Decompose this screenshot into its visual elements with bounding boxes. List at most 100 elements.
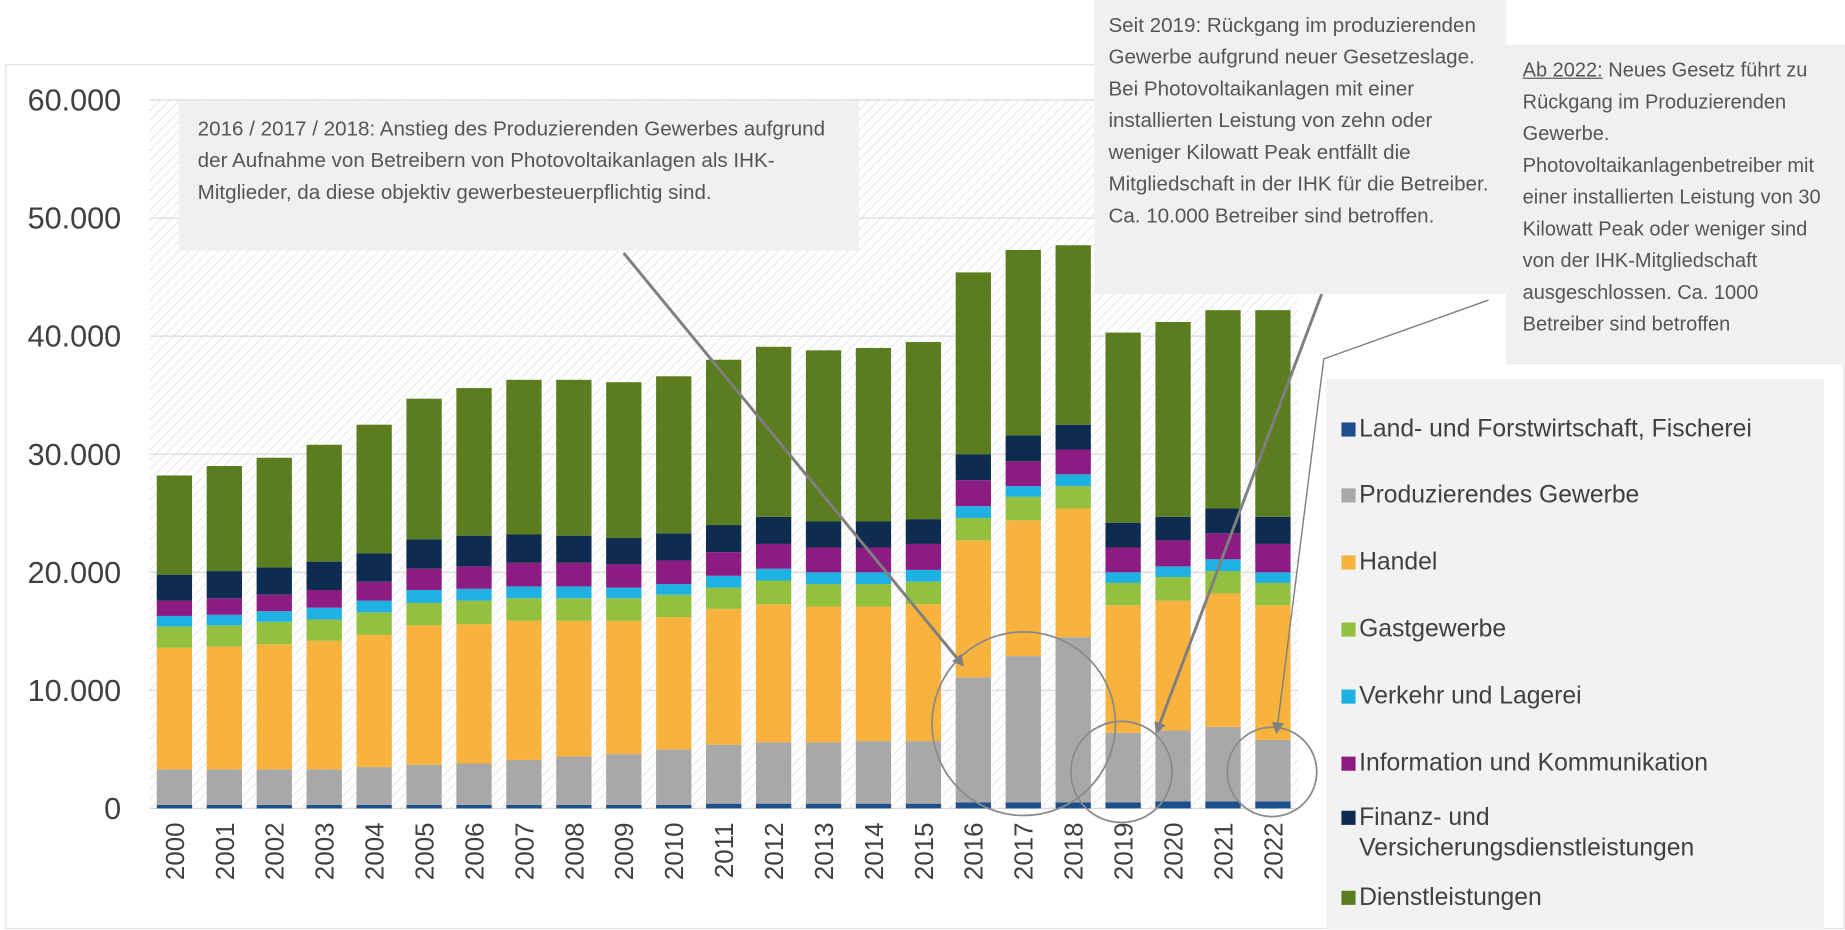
bar-segment <box>406 539 442 569</box>
bar-segment <box>556 756 592 805</box>
bar-segment <box>306 619 342 641</box>
bar-segment <box>306 589 342 608</box>
bar-segment <box>456 388 492 536</box>
bar-segment <box>1255 572 1291 583</box>
bar-segment <box>306 640 342 770</box>
bar-segment <box>755 803 792 809</box>
x-tick-label: 2012 <box>761 823 789 881</box>
bar-segment <box>506 598 542 621</box>
x-tick-label: 2011 <box>711 823 739 879</box>
bar-segment <box>1255 543 1291 573</box>
bar-segment <box>1205 726 1241 802</box>
bar-segment <box>805 521 842 548</box>
bar-segment <box>1105 582 1141 606</box>
bar-segment <box>356 634 392 768</box>
bar-segment <box>406 764 442 805</box>
x-tick-label: 2022 <box>1260 823 1288 881</box>
bar-segment <box>506 562 542 587</box>
y-tick-label: 10.000 <box>28 674 122 708</box>
x-tick-label: 2002 <box>262 823 290 881</box>
bar-segment <box>955 272 991 455</box>
bar-segment <box>1105 522 1141 548</box>
bar-segment <box>755 580 792 605</box>
bar-segment <box>805 584 842 607</box>
annotation: Ab 2022: Neues Gesetz führt zu Rückgang … <box>1506 44 1845 365</box>
bar-segment <box>1055 245 1091 425</box>
bar-segment <box>706 552 742 576</box>
bar-segment <box>1105 572 1141 583</box>
legend-item: Land- und Forstwirtschaft, Fischerei <box>1341 414 1806 445</box>
bar-segment <box>406 602 442 626</box>
bar-segment <box>206 769 242 805</box>
bar-segment <box>506 379 542 535</box>
x-tick-label: 2009 <box>611 823 639 881</box>
bar-segment <box>256 457 292 568</box>
bar-segment <box>156 769 193 805</box>
legend-swatch <box>1341 555 1356 570</box>
x-tick-label: 2000 <box>162 823 190 881</box>
x-tick-label: 2003 <box>312 823 340 881</box>
bar-segment <box>706 587 742 609</box>
bar-segment <box>1055 802 1091 809</box>
bar-segment <box>256 594 292 612</box>
x-tick-label: 2001 <box>212 823 240 881</box>
bar-segment <box>256 769 292 805</box>
x-tick-label: 2006 <box>461 823 489 881</box>
legend-swatch <box>1341 622 1356 637</box>
bar-segment <box>905 604 942 742</box>
bar-segment <box>456 763 492 805</box>
bar-segment <box>606 587 642 599</box>
bar-segment <box>256 567 292 595</box>
bar-segment <box>356 424 392 554</box>
bar-segment <box>656 594 692 618</box>
bar-segment <box>356 767 392 805</box>
bar-segment <box>406 589 442 603</box>
y-tick-label: 30.000 <box>28 438 122 472</box>
bar-segment <box>1255 605 1291 740</box>
bar-segment <box>706 525 742 553</box>
circle <box>1226 726 1318 818</box>
legend-swatch <box>1341 890 1356 905</box>
bar-segment <box>1105 802 1141 809</box>
legend-swatch <box>1341 810 1356 825</box>
legend-label: Land- und Forstwirtschaft, Fischerei <box>1359 415 1752 443</box>
bar-segment <box>1055 508 1091 638</box>
bar-segment <box>1155 566 1191 577</box>
bar-segment <box>905 581 942 605</box>
x-tick-label: 2021 <box>1210 823 1238 881</box>
bar-segment <box>855 741 892 804</box>
bar-segment <box>606 598 642 621</box>
bar-segment <box>556 598 592 621</box>
bar-segment <box>356 600 392 613</box>
bar-segment <box>306 607 342 620</box>
bar-segment <box>456 624 492 764</box>
bar-segment <box>805 742 842 804</box>
legend: Land- und Forstwirtschaft, Fischerei Prod… <box>1326 378 1824 930</box>
bar-segment <box>1155 516 1191 541</box>
bar-segment <box>1005 435 1041 462</box>
bar-segment <box>755 568 792 581</box>
legend-swatch <box>1341 689 1356 704</box>
bar-segment <box>755 742 792 804</box>
x-tick-label: 2017 <box>1011 823 1039 881</box>
bar-segment <box>556 379 592 536</box>
legend-swatch <box>1341 488 1356 503</box>
bar-segment <box>656 749 692 805</box>
bar-segment <box>1005 656 1041 803</box>
bar-segment <box>556 535 592 563</box>
bar-segment <box>606 754 642 805</box>
x-tick-label: 2018 <box>1061 823 1089 881</box>
bar-segment <box>755 604 792 743</box>
bar-segment <box>206 598 242 615</box>
bar-segment <box>656 617 692 750</box>
bar-segment <box>905 543 942 570</box>
bar-segment <box>556 804 592 809</box>
x-tick-label: 2020 <box>1160 823 1188 881</box>
bar-segment <box>805 350 842 522</box>
legend-item: Finanz- und Versicherungsdienstleistunge… <box>1341 803 1806 864</box>
bar-segment <box>156 475 193 575</box>
legend-label: Verkehr und Lagerei <box>1359 682 1582 710</box>
bar-segment <box>755 346 792 517</box>
legend-item: Handel <box>1341 547 1806 578</box>
